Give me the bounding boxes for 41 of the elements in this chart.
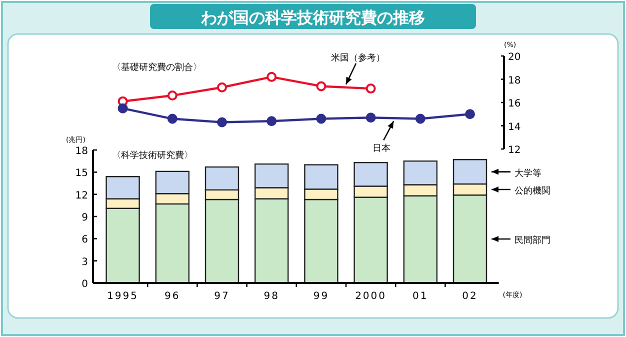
x-tick-label: 96	[164, 291, 180, 302]
point	[366, 112, 376, 123]
y-tick-label: 16	[508, 98, 521, 110]
text: 〈基礎研究費の割合〉	[112, 62, 202, 73]
x-tick-label: 2000	[355, 291, 387, 302]
point	[266, 116, 277, 126]
point	[266, 72, 277, 82]
chart-subtitle: 〈科学技術研究費〉	[112, 150, 193, 161]
point	[316, 114, 326, 124]
x-tick-label: 1995	[107, 291, 139, 302]
y-tick-label: 18	[75, 146, 88, 157]
y-tick-label: 20	[508, 52, 521, 63]
x-tick-label: 98	[264, 291, 280, 302]
chart-title: わが国の科学技術研究費の推移	[200, 8, 425, 27]
text: 公的機関	[514, 186, 550, 197]
y-tick-label: 18	[508, 75, 521, 86]
point	[316, 81, 326, 92]
point	[366, 84, 376, 94]
point	[465, 109, 475, 120]
text: 米国（参考）	[331, 52, 385, 64]
x-tick-label: 99	[313, 291, 330, 302]
y-tick-label: 12	[75, 190, 88, 202]
point	[415, 114, 426, 124]
y-tick-label: 6	[82, 234, 88, 246]
x-tick-label: 97	[214, 291, 230, 302]
y-tick-label: 12	[508, 145, 521, 156]
point	[217, 82, 227, 92]
y-tick-label: 9	[82, 212, 88, 224]
point	[167, 114, 178, 124]
point	[217, 117, 227, 128]
y-tick-label: 14	[508, 122, 521, 133]
text: 大学等	[514, 168, 542, 179]
point	[118, 103, 128, 114]
point	[167, 90, 178, 101]
x-tick-label: 02	[462, 291, 478, 302]
x-tick-label: 01	[412, 291, 428, 302]
text: 民間部門	[514, 235, 550, 246]
y-tick-label: 15	[75, 168, 88, 180]
y-tick-label: 0	[82, 279, 88, 290]
text: 日本	[372, 143, 391, 154]
y-tick-label: 3	[82, 256, 88, 268]
